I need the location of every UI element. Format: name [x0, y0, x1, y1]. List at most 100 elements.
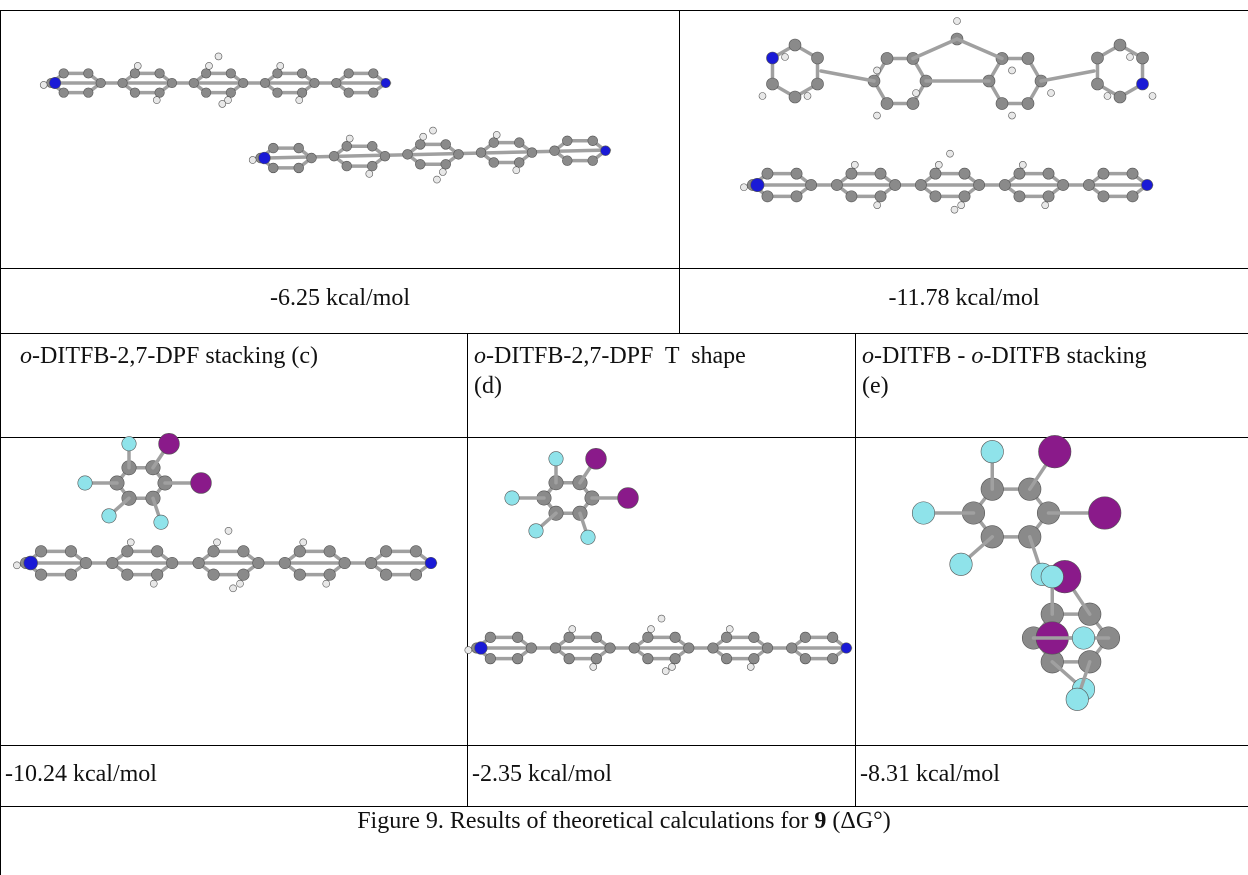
- carbon-atom: [343, 68, 354, 79]
- hydrogen-atom: [589, 663, 598, 671]
- carbon-atom: [297, 87, 308, 98]
- fluorine-atom: [504, 490, 520, 506]
- carbon-atom: [440, 139, 451, 150]
- carbon-atom: [788, 90, 802, 104]
- fluorine-atom: [528, 523, 544, 539]
- carbon-atom: [268, 162, 279, 174]
- dpf-molecule-c: [13, 527, 438, 593]
- nitrogen-atom: [766, 51, 779, 65]
- hydrogen-atom: [224, 527, 233, 535]
- table-left-border: [0, 10, 1, 875]
- hydrogen-atom: [568, 625, 577, 633]
- carbon-atom: [669, 631, 681, 643]
- carbon-atom: [293, 162, 304, 174]
- carbon-atom: [151, 568, 164, 581]
- label-d: o-DITFB-2,7-DPF T shape: [474, 340, 746, 372]
- ditfb-molecule-c: [77, 433, 212, 530]
- carbon-atom: [1013, 190, 1026, 203]
- nitrogen-atom: [750, 177, 765, 193]
- carbon-atom: [293, 568, 306, 581]
- hydrogen-atom: [946, 149, 954, 158]
- carbon-atom: [604, 642, 616, 654]
- carbon-atom: [188, 77, 199, 89]
- carbon-atom: [761, 167, 774, 180]
- carbon-atom: [669, 653, 681, 665]
- carbon-atom: [58, 87, 69, 98]
- bond: [955, 37, 1004, 61]
- carbon-atom: [309, 77, 320, 89]
- carbon-atom: [587, 135, 598, 146]
- label-e-prefix-1: o: [862, 343, 874, 369]
- energy-b: -11.78 kcal/mol: [888, 285, 1040, 311]
- carbon-atom: [34, 545, 48, 558]
- carbon-atom: [323, 568, 336, 581]
- label-d-text: -DITFB-2,7-DPF T shape: [486, 343, 746, 369]
- hydrogen-atom: [13, 561, 21, 570]
- hydrogen-atom: [248, 156, 257, 164]
- carbon-atom: [1126, 190, 1139, 203]
- carbon-atom: [272, 68, 283, 79]
- carbon-atom: [721, 653, 733, 665]
- ditfb-molecule-e1: [911, 435, 1122, 586]
- carbon-atom: [151, 545, 164, 558]
- label-d-prefix: o: [474, 343, 486, 369]
- carbon-atom: [1097, 167, 1110, 180]
- hydrogen-atom: [295, 96, 304, 104]
- hydrogen-atom: [149, 579, 158, 588]
- label-c-text: -DITFB-2,7-DPF stacking (c): [32, 343, 318, 369]
- carbon-atom: [914, 179, 927, 191]
- fluorine-atom: [77, 475, 93, 491]
- carbon-atom: [549, 642, 561, 654]
- carbon-atom: [154, 87, 165, 98]
- hydrogen-atom: [1008, 111, 1016, 120]
- carbon-atom: [929, 167, 942, 180]
- nitrogen-atom: [380, 77, 391, 89]
- carbon-atom: [79, 556, 92, 570]
- hydrogen-atom: [657, 614, 666, 623]
- hydrogen-atom: [1148, 92, 1157, 100]
- carbon-atom: [379, 150, 391, 162]
- carbon-atom: [192, 556, 205, 570]
- label-e-mid: -DITFB -: [874, 343, 972, 369]
- fluorine-atom: [153, 514, 169, 530]
- nitrogen-atom: [600, 145, 611, 156]
- fluorine-atom: [1071, 626, 1096, 650]
- hydrogen-atom: [126, 538, 135, 547]
- dpf-molecule-a1: [39, 52, 392, 108]
- hydrogen-atom: [419, 132, 428, 141]
- carbon-atom: [929, 190, 942, 203]
- hydrogen-atom: [464, 646, 473, 654]
- carbon-atom: [297, 68, 308, 79]
- hydrogen-atom: [912, 89, 920, 97]
- carbon-atom: [683, 642, 695, 654]
- hydrogen-atom: [214, 52, 223, 61]
- carbon-atom: [514, 157, 525, 168]
- carbon-atom: [549, 145, 560, 156]
- label-e: o-DITFB - o-DITFB stacking: [862, 340, 1147, 372]
- carbon-atom: [642, 653, 654, 665]
- carbon-atom: [766, 77, 779, 91]
- dpf-molecule-a2: [248, 126, 612, 184]
- nitrogen-atom: [49, 77, 62, 90]
- carbon-atom: [129, 68, 140, 79]
- carbon-atom: [590, 653, 602, 665]
- carbon-atom: [906, 97, 920, 110]
- nitrogen-atom: [474, 641, 488, 655]
- hydrogen-atom: [647, 625, 655, 633]
- carbon-atom: [1091, 77, 1104, 91]
- hydrogen-atom: [322, 579, 331, 588]
- hydrogen-atom: [950, 205, 959, 214]
- iodine-atom: [617, 487, 639, 509]
- carbon-atom: [488, 137, 499, 148]
- label-e-text: -DITFB stacking: [983, 343, 1147, 369]
- hydrogen-atom: [873, 111, 881, 120]
- label-c-prefix: o: [20, 343, 32, 369]
- ditfb-molecule-d: [504, 448, 639, 545]
- hydrogen-atom: [133, 62, 142, 70]
- hydrogen-atom: [276, 62, 285, 70]
- caption-text: Figure 9. Results of theoretical calcula…: [357, 808, 815, 834]
- carbon-atom: [995, 97, 1009, 110]
- carbon-atom: [874, 190, 887, 203]
- carbon-atom: [341, 141, 352, 152]
- hydrogen-atom: [365, 170, 374, 178]
